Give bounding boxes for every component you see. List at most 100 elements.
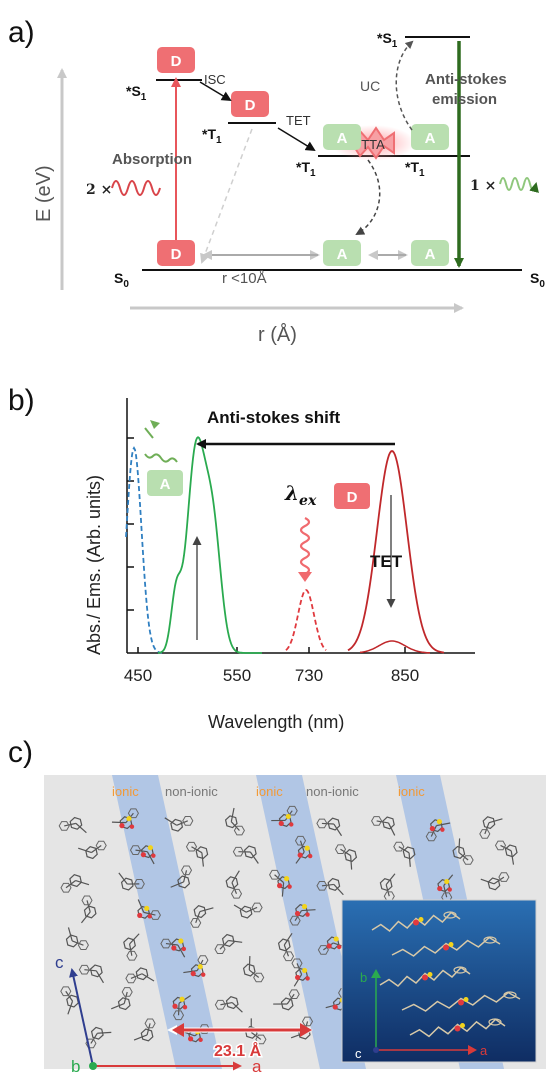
molecule-fragment [111,808,139,830]
panel-c-label: c) [8,736,33,769]
inset-c-origin [373,1047,379,1053]
panel-a-label: a) [8,16,35,49]
region-label-ionic-3: ionic [398,784,425,799]
excitation-photon-arrowhead [298,572,312,582]
chart-series-red-quenched [359,640,430,654]
svg-text:A: A [337,246,348,263]
donor-tag-t1: D [231,91,269,117]
chart-y-ticks [127,437,134,611]
molecule-fragment [393,841,416,867]
molecule-fragment [316,817,343,837]
svg-text:D: D [347,489,358,506]
inset-c-label: c [355,1046,362,1061]
molecule-fragment [371,816,396,836]
molecule-fragment [125,967,155,984]
svg-text:A: A [425,130,436,147]
molecule-fragment [60,874,90,893]
s0-left-label: S0 [114,270,129,290]
lambda-ex-label: λex [284,481,317,509]
molecule-fragment [214,933,243,954]
inset-b-arrowhead [371,969,381,978]
outgoing-wave-icon [499,177,539,193]
molecule-fragment [273,989,300,1011]
lattice-distance-label: 23.1 Å [214,1041,262,1060]
molecule-fragment [185,841,209,867]
molecule-fragment [85,1026,112,1049]
x-tick-label-1: 550 [223,666,251,685]
lattice-distance-arrowhead-right [300,1023,312,1037]
donor-tag-s1: D [157,47,195,73]
svg-text:D: D [245,97,256,114]
molecule-fragment [494,840,518,865]
molecule-fragment [80,895,97,924]
tet-label: TET [286,113,311,128]
lattice-distance-arrowhead-left [172,1023,184,1037]
isc-arrow [199,81,232,102]
molecule-fragment [65,927,89,950]
svg-text:D: D [171,246,182,263]
inset-chain [371,911,461,933]
molecule-fragment [78,964,104,984]
molecule-fragment [137,899,161,920]
crystal-molecules [58,805,518,1049]
emission-label-1: Anti-stokes [425,71,507,88]
uc-label: UC [360,78,380,94]
donor-s1-label: *S1 [126,83,147,103]
acceptor-tag-t1-right: A [411,124,449,150]
inset-molecules [371,911,521,1038]
c-axis-arrow [69,968,94,1067]
region-label-ionic-2: ionic [256,784,283,799]
emitted-photon-arrowhead [150,420,160,429]
molecule-fragment [316,877,344,896]
molecule-fragment [452,838,474,865]
chart-series-blue-dashed [125,446,163,654]
emission-label-2: emission [432,91,497,108]
molecule-fragment [129,845,156,865]
molecule-fragment [190,905,214,928]
molecule-fragment [334,844,358,870]
b-axis-origin [89,1062,97,1070]
emitted-photon-icon [144,453,178,463]
incoming-wave-icon [111,180,161,196]
molecule-fragment [225,870,243,899]
acceptor-tag-s0-right: A [411,240,449,266]
x-tick-label-2: 730 [295,666,323,685]
chart-y-axis-label: Abs./ Ems. (Arb. units) [84,475,104,655]
acceptor-t1-left-label: *T1 [296,159,316,179]
molecule-fragment [437,874,454,902]
energy-axis-label: E (eV) [33,165,55,222]
molecule-fragment [78,840,107,860]
inset-b-label: b [360,970,367,985]
inset-chain [391,936,501,957]
acceptor-t1-right-label: *T1 [405,159,425,179]
photons-in-label: 2 × [86,182,112,198]
molecule-fragment [133,1018,156,1042]
svg-text:A: A [337,130,348,147]
anti-stokes-shift-label: Anti-stokes shift [207,408,341,427]
b-axis-label: b [71,1057,80,1074]
inset-panel [341,899,537,1063]
tet-arrow [277,127,316,152]
chart-series-red-dashed [285,588,327,651]
molecule-fragment [123,933,140,961]
molecule-fragment [111,987,133,1011]
nonradiative-decay-arrow [200,128,253,264]
chart-donor-tag: D [334,483,370,509]
uc-arrow [395,40,414,131]
molecule-fragment [289,903,316,926]
panel-a: a) E (eV) r (Å) S0 S0 *S1 *T1 *T1 *T1 *S… [8,16,545,346]
molecule-fragment [170,865,193,889]
chart-x-ticks: 450 550 730 850 [124,647,419,685]
acceptor-s1-label: *S1 [377,30,398,50]
molecule-fragment [291,958,310,987]
molecule-fragment [479,816,503,839]
chart-series-red [347,450,445,654]
tta-burst [350,126,395,160]
region-label-nonionic-2: non-ionic [306,784,359,799]
molecule-fragment [425,819,451,842]
molecule-fragment [294,835,313,864]
svg-text:A: A [425,246,436,263]
distance-label: r <10Å [222,270,267,287]
tta-relax-arrow [355,159,381,235]
